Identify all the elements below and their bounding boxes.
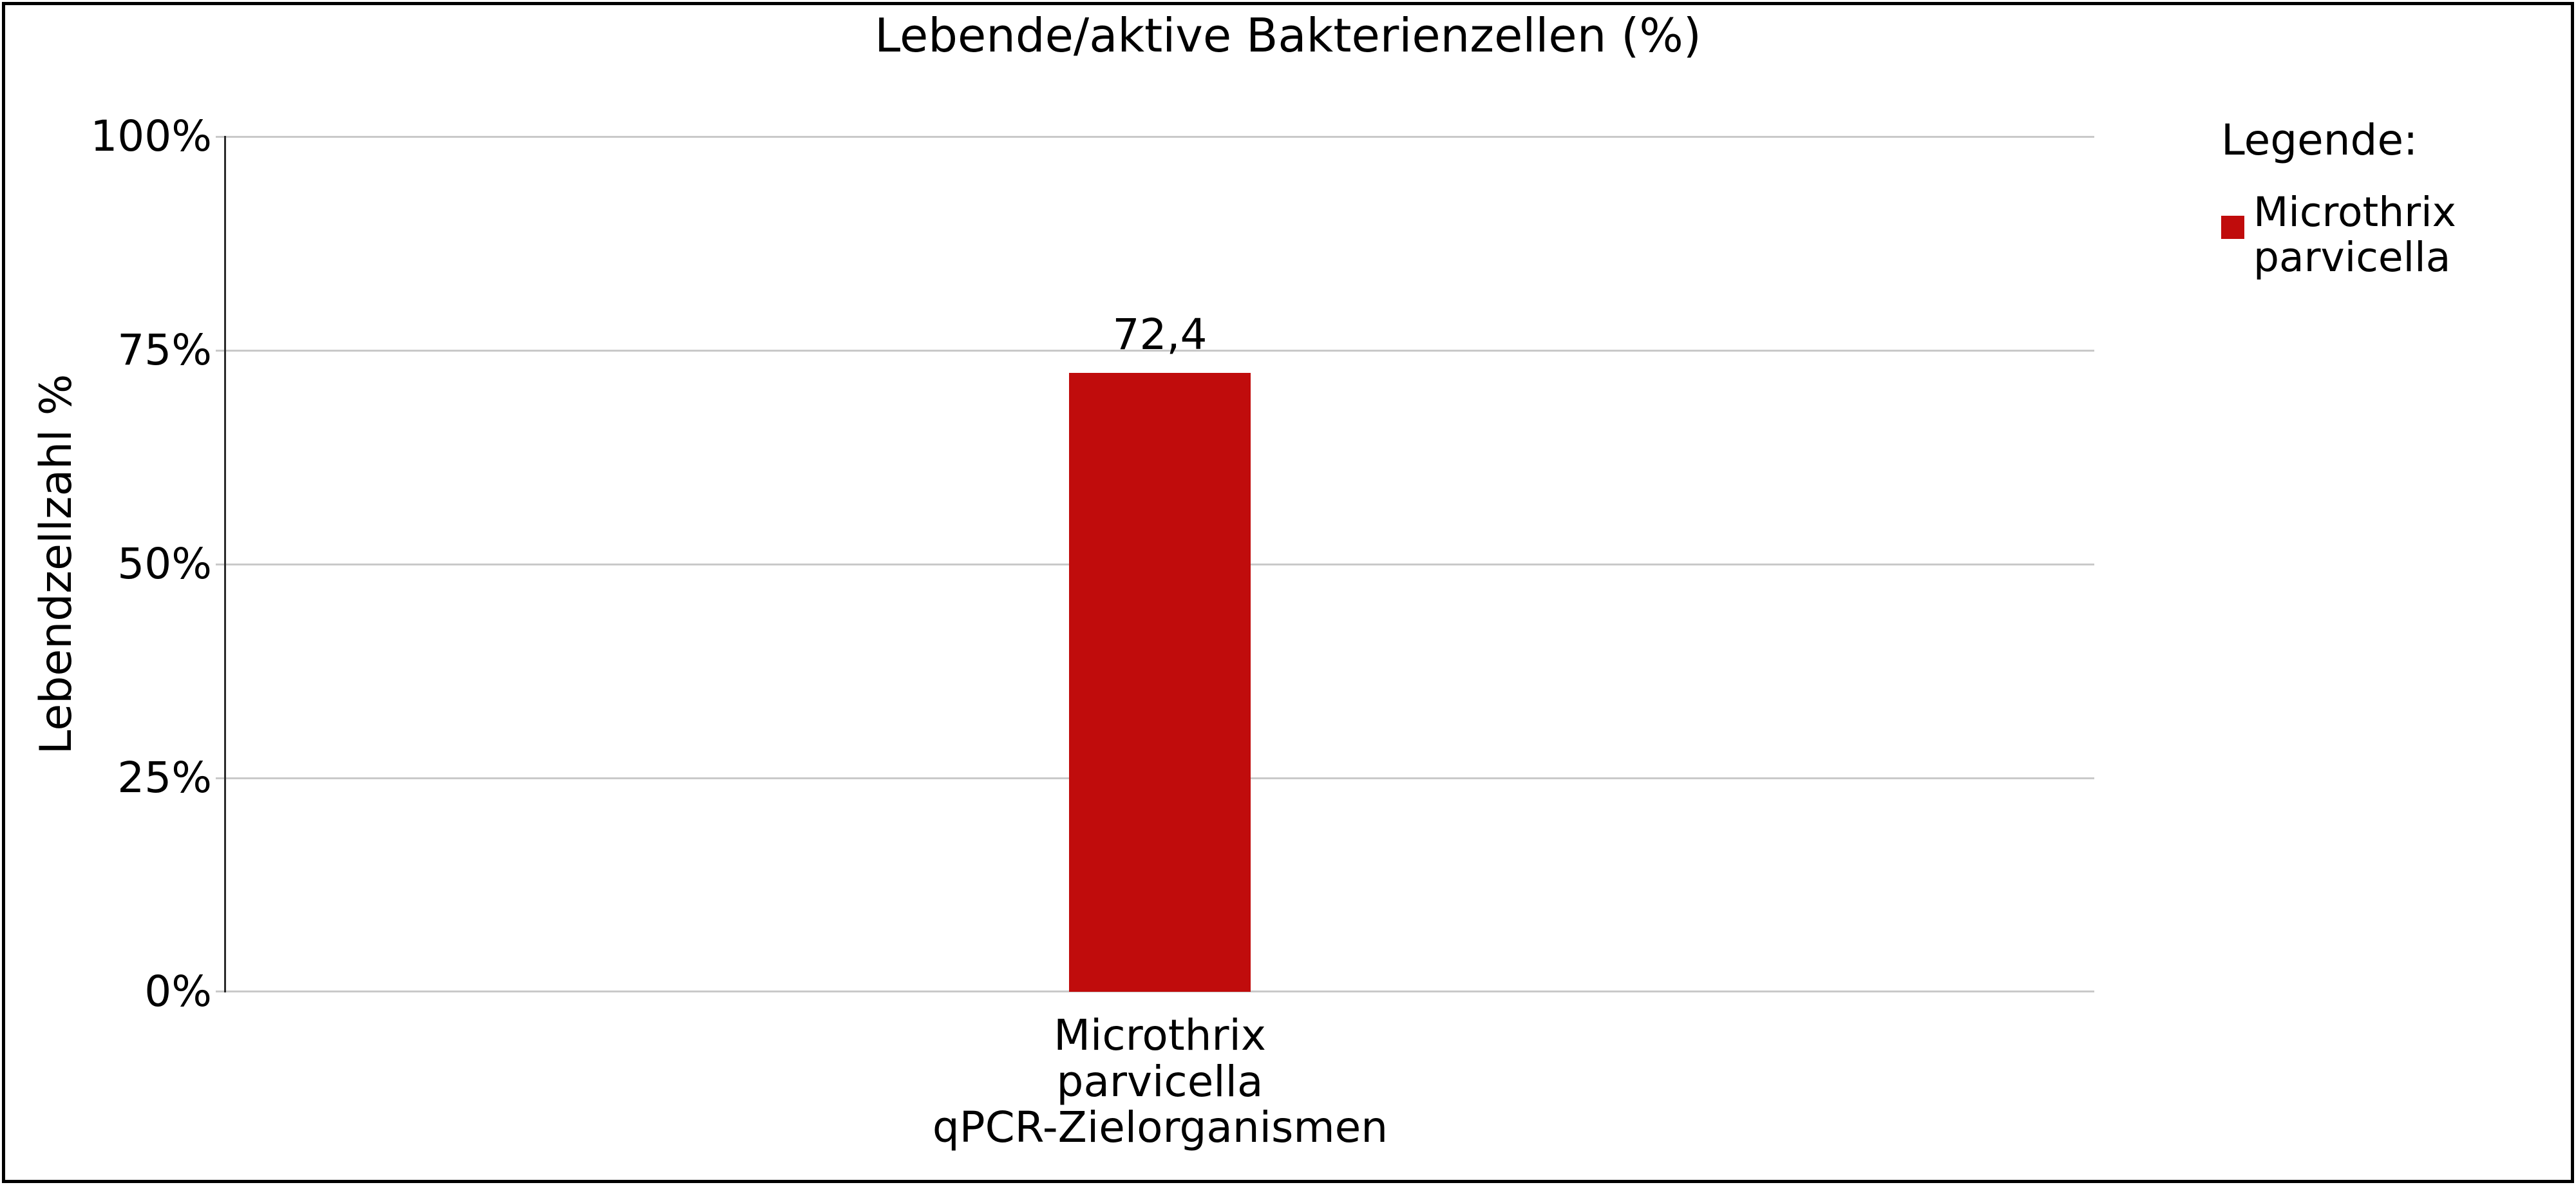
legend-title: Legende:	[2221, 115, 2418, 165]
chart-title: Lebende/aktive Bakterienzellen (%)	[875, 8, 1701, 62]
legend: Legende: Microthrix parvicella	[2221, 117, 2456, 280]
legend-item-label: Microthrix parvicella	[2253, 188, 2456, 281]
gridline-100	[216, 136, 2094, 138]
bar-microthrix-parvicella	[1069, 372, 1251, 992]
x-tick-microthrix-parvicella: Microthrix parvicella	[967, 1012, 1353, 1105]
legend-label-line1: Microthrix	[2253, 188, 2456, 236]
x-tick-line2: parvicella	[1056, 1057, 1264, 1106]
y-axis-title: Lebendzellzahl %	[31, 374, 82, 755]
y-axis-spine	[224, 136, 226, 992]
legend-swatch-icon	[2221, 215, 2244, 239]
y-tick-100: 100%	[90, 111, 212, 161]
x-tick-line1: Microthrix	[1054, 1010, 1266, 1060]
plot-area: 100% 75% 50% 25% 0% 72,4 Microthrix parv…	[90, 115, 2094, 1149]
y-tick-75: 75%	[117, 325, 212, 375]
x-axis-title: qPCR-Zielorganismen	[932, 1103, 1388, 1152]
y-tick-25: 25%	[117, 753, 212, 802]
y-tick-0: 0%	[144, 967, 212, 1016]
bar-value-label: 72,4	[1112, 309, 1208, 359]
y-tick-50: 50%	[117, 539, 212, 589]
legend-item-microthrix: Microthrix parvicella	[2221, 188, 2456, 281]
gridline-75	[216, 350, 2094, 352]
legend-label-line2: parvicella	[2253, 233, 2451, 281]
